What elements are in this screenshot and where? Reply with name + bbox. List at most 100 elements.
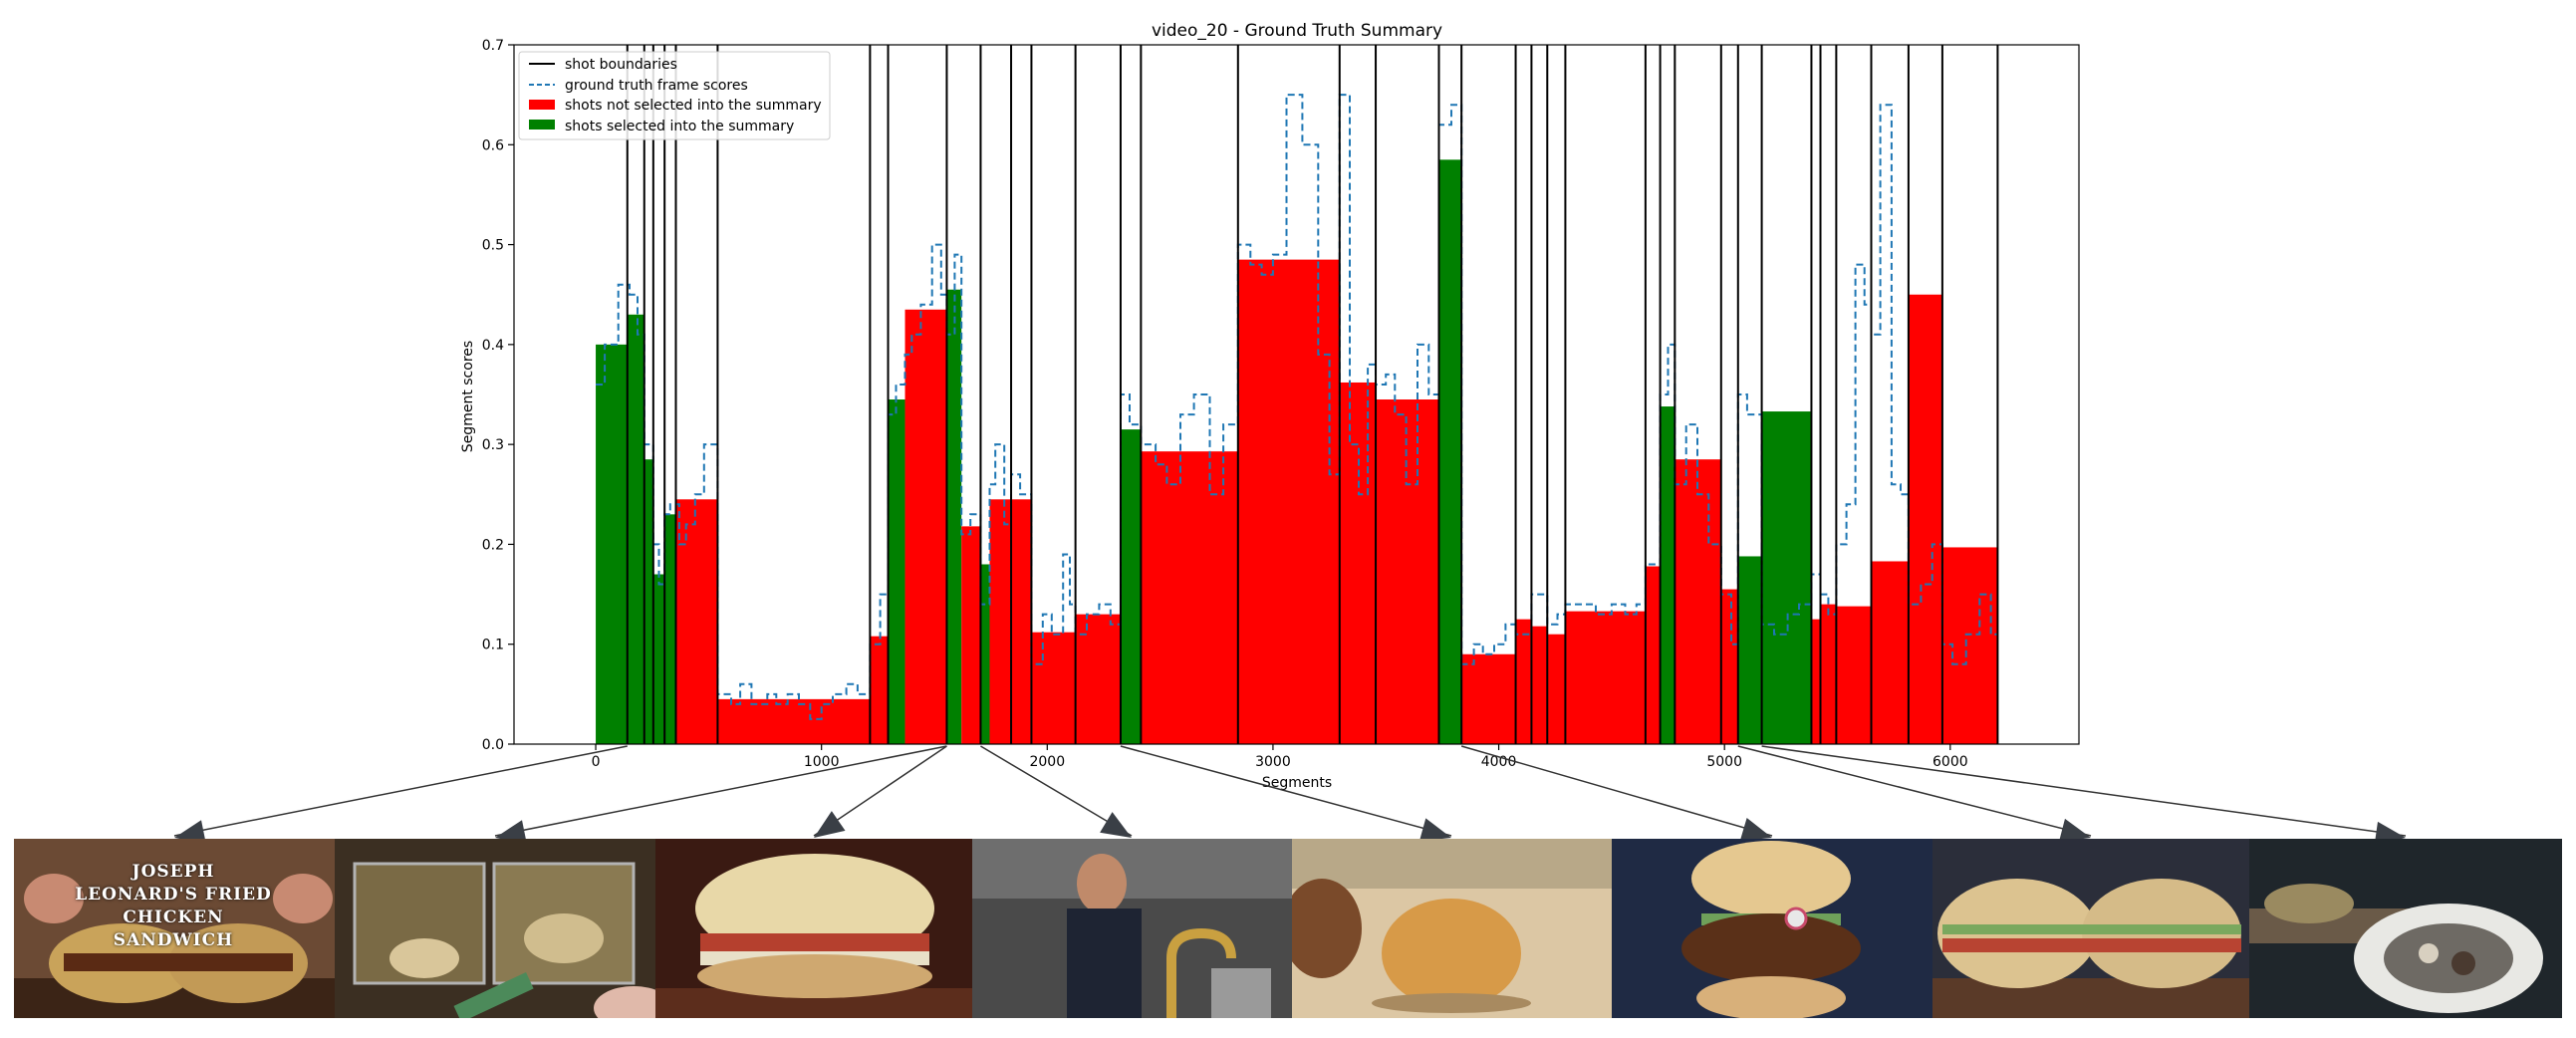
selected-shot-bar: [664, 514, 676, 744]
thumbnail-arrow-line: [1761, 745, 2407, 837]
thumbnail-4: [972, 839, 1292, 1018]
unselected-shot-bar: [1031, 632, 1076, 744]
unselected-shot-bar: [1141, 451, 1238, 744]
unselected-shot-bar: [1908, 294, 1942, 744]
unselected-shot-bar: [717, 698, 871, 744]
y-tick-label: 0.4: [482, 338, 504, 354]
y-tick-label: 0.6: [482, 137, 504, 153]
two-sandwiches-image: [1932, 839, 2249, 1018]
frame-scores: [596, 94, 1998, 720]
selected-shot-bar: [980, 564, 990, 744]
x-tick-label: 1000: [804, 754, 840, 770]
y-tick-label: 0.7: [482, 38, 504, 54]
shot-boundaries: [626, 45, 1999, 744]
selected-shot-bar: [652, 574, 665, 744]
unselected-shot-bar: [1645, 566, 1661, 744]
unselected-shot-bar: [675, 499, 718, 744]
unselected-shot-bar: [1075, 614, 1121, 744]
y-axis-label: Segment scores: [460, 341, 476, 452]
unselected-shot-bar: [1531, 626, 1548, 744]
x-tick-label: 6000: [1932, 754, 1968, 770]
deep-fryer-image: [335, 839, 655, 1018]
chef-in-kitchen-image: [972, 839, 1292, 1018]
unselected-shot-bar: [961, 526, 981, 744]
unselected-shot-bar: [1820, 604, 1837, 744]
unselected-shot-bar: [1339, 382, 1377, 744]
legend-key-not-selected: [529, 100, 555, 110]
x-tick-label: 0: [592, 754, 601, 770]
y-tick-label: 0.3: [482, 437, 504, 453]
chicken-burger-image: [1612, 839, 1932, 1018]
unselected-shot-bar: [1941, 547, 1998, 744]
unselected-shot-bar: [1376, 399, 1439, 744]
plot-frame: [513, 44, 2080, 745]
thumbnail-arrow-line: [1737, 745, 2092, 837]
x-tick-label: 3000: [1255, 754, 1291, 770]
x-tick-label: 4000: [1481, 754, 1517, 770]
thumbnail-3: [655, 839, 972, 1018]
sandwich-closeup-image: [655, 839, 972, 1018]
unselected-shot-bar: [1720, 589, 1738, 744]
thumbnail-arrow-line: [1120, 745, 1452, 837]
chart-title: video_20 - Ground Truth Summary: [1152, 21, 1442, 41]
shot-bars: [596, 159, 1998, 745]
thumbnail-arrow-line: [173, 745, 628, 837]
thumbnail-arrow-head: [2058, 818, 2091, 843]
thumbnail-7: [1932, 839, 2249, 1018]
plated-dish-image: [2249, 839, 2562, 1018]
frame-score-line: [596, 94, 1998, 720]
axes: 0 1000 2000 3000 4000 5000 6000 0.0 0.1 0.2 0.3 0.4…: [482, 38, 2080, 770]
burger-with-title-image: [14, 839, 335, 1018]
thumbnail-arrows: [173, 745, 2407, 846]
selected-shot-bar: [888, 399, 905, 744]
legend-label-frame-scores: ground truth frame scores: [565, 78, 748, 94]
x-tick-label: 5000: [1706, 754, 1742, 770]
selected-shot-bar: [1438, 159, 1462, 745]
thumbnail-8: [2249, 839, 2562, 1018]
unselected-shot-bar: [870, 636, 889, 744]
thumbnail-arrow-line: [494, 745, 947, 837]
legend-key-selected: [529, 120, 555, 130]
selected-shot-bar: [946, 289, 962, 744]
selected-shot-bar: [1660, 406, 1675, 744]
y-tick-label: 0.0: [482, 737, 504, 753]
bun-image: [1292, 839, 1612, 1018]
thumbnail-1: JOSEPH LEONARD'S FRIED CHICKEN SANDWICH: [14, 839, 335, 1018]
thumbnail-arrow-head: [1739, 818, 1772, 842]
unselected-shot-bar: [1565, 611, 1646, 744]
selected-shot-bar: [1737, 556, 1762, 744]
thumbnail-arrow-line: [1460, 745, 1773, 837]
y-tick-label: 0.1: [482, 638, 504, 653]
unselected-shot-bar: [1871, 561, 1909, 744]
thumbnail-arrow-head: [814, 811, 846, 838]
selected-shot-bar: [1120, 429, 1142, 744]
unselected-shot-bar: [1461, 653, 1516, 744]
thumbnail-arrow-line: [980, 745, 1133, 837]
selected-shot-bar: [627, 314, 644, 744]
thumbnail-arrow-head: [1100, 812, 1132, 838]
y-tick-label: 0.5: [482, 238, 504, 254]
unselected-shot-bar: [1547, 634, 1566, 744]
thumbnail-arrow-head: [174, 820, 206, 844]
thumbnail-2: [335, 839, 655, 1018]
unselected-shot-bar: [1237, 259, 1340, 744]
selected-shot-bar: [644, 459, 653, 744]
selected-shot-bar: [1761, 411, 1812, 744]
legend-box: [518, 51, 831, 140]
legend-label-boundaries: shot boundaries: [565, 57, 677, 73]
thumbnail-caption: JOSEPH LEONARD'S FRIED CHICKEN SANDWICH: [75, 862, 272, 950]
unselected-shot-bar: [904, 309, 947, 744]
selected-shot-bar: [596, 344, 628, 744]
unselected-shot-bar: [1515, 619, 1532, 744]
unselected-shot-bar: [1811, 619, 1821, 744]
legend-label-not-selected: shots not selected into the summary: [565, 98, 822, 114]
thumbnail-6: [1612, 839, 1932, 1018]
thumbnail-arrow-head: [1418, 818, 1451, 842]
unselected-shot-bar: [1836, 606, 1872, 744]
legend: shot boundaries ground truth frame score…: [518, 51, 831, 140]
unselected-shot-bar: [1674, 459, 1721, 744]
thumbnail-5: [1292, 839, 1612, 1018]
legend-label-selected: shots selected into the summary: [565, 119, 794, 134]
thumbnail-arrow-head: [495, 820, 527, 844]
